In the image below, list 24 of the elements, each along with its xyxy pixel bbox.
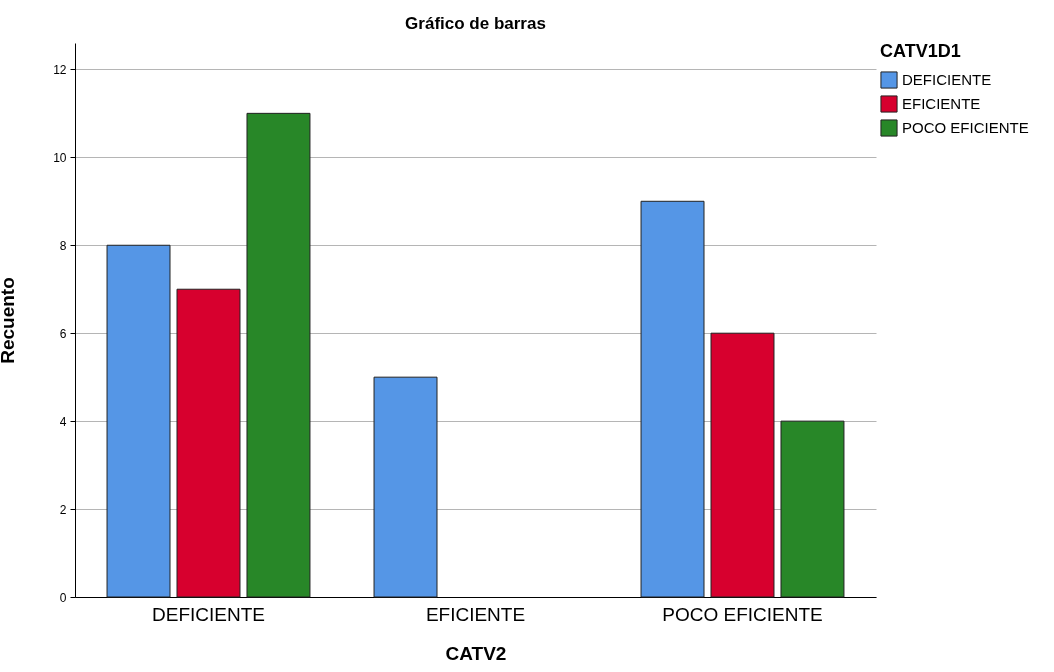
chart-title: Gráfico de barras: [405, 14, 546, 33]
bar: [780, 420, 845, 598]
bar: [246, 112, 311, 598]
x-axis-title: CATV2: [445, 642, 507, 664]
bar: [373, 376, 438, 598]
legend-title: CATV1D1: [880, 41, 961, 61]
bar: [710, 332, 775, 598]
y-tick-label: 4: [59, 414, 67, 429]
y-tick-label: 0: [59, 590, 67, 605]
y-tick-label: 2: [59, 502, 67, 517]
y-tick-label: 6: [59, 326, 67, 341]
y-tick-label: 10: [53, 150, 67, 165]
bar: [640, 200, 705, 598]
x-tick-label: EFICIENTE: [425, 603, 526, 625]
y-tick-label: 12: [53, 62, 67, 77]
legend-label: EFICIENTE: [902, 95, 981, 112]
x-tick-label: DEFICIENTE: [152, 603, 265, 625]
legend-label: DEFICIENTE: [902, 71, 992, 88]
y-axis-title: Recuento: [0, 277, 19, 364]
y-tick-label: 8: [59, 238, 67, 253]
legend-label: POCO EFICIENTE: [902, 119, 1029, 136]
x-tick-label: POCO EFICIENTE: [662, 603, 823, 625]
bar: [176, 288, 241, 598]
bar: [106, 244, 171, 598]
